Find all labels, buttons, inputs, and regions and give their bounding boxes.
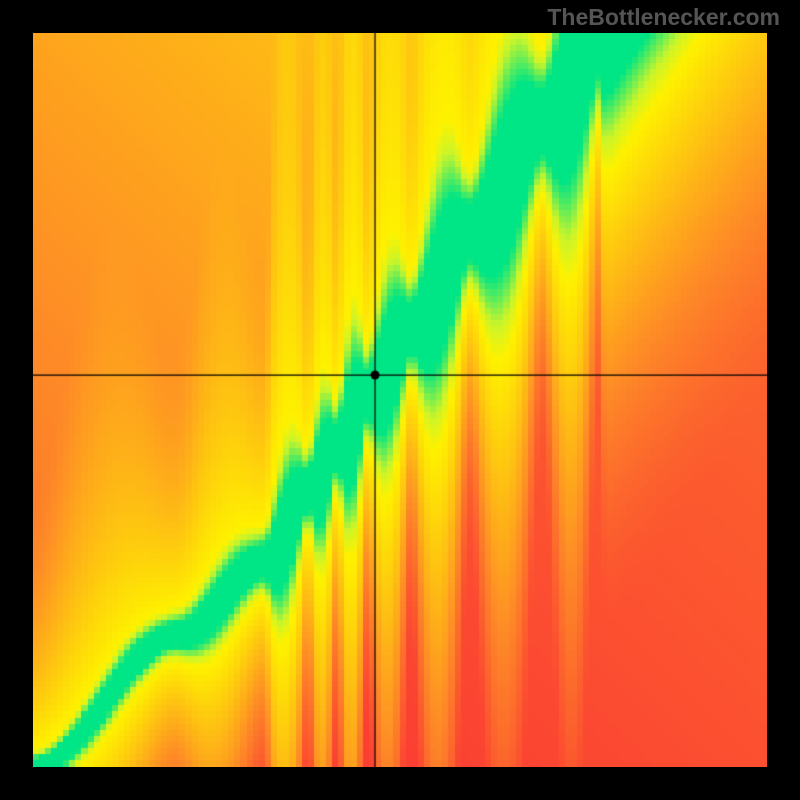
bottleneck-heatmap (33, 33, 767, 767)
watermark-text: TheBottlenecker.com (547, 4, 780, 31)
